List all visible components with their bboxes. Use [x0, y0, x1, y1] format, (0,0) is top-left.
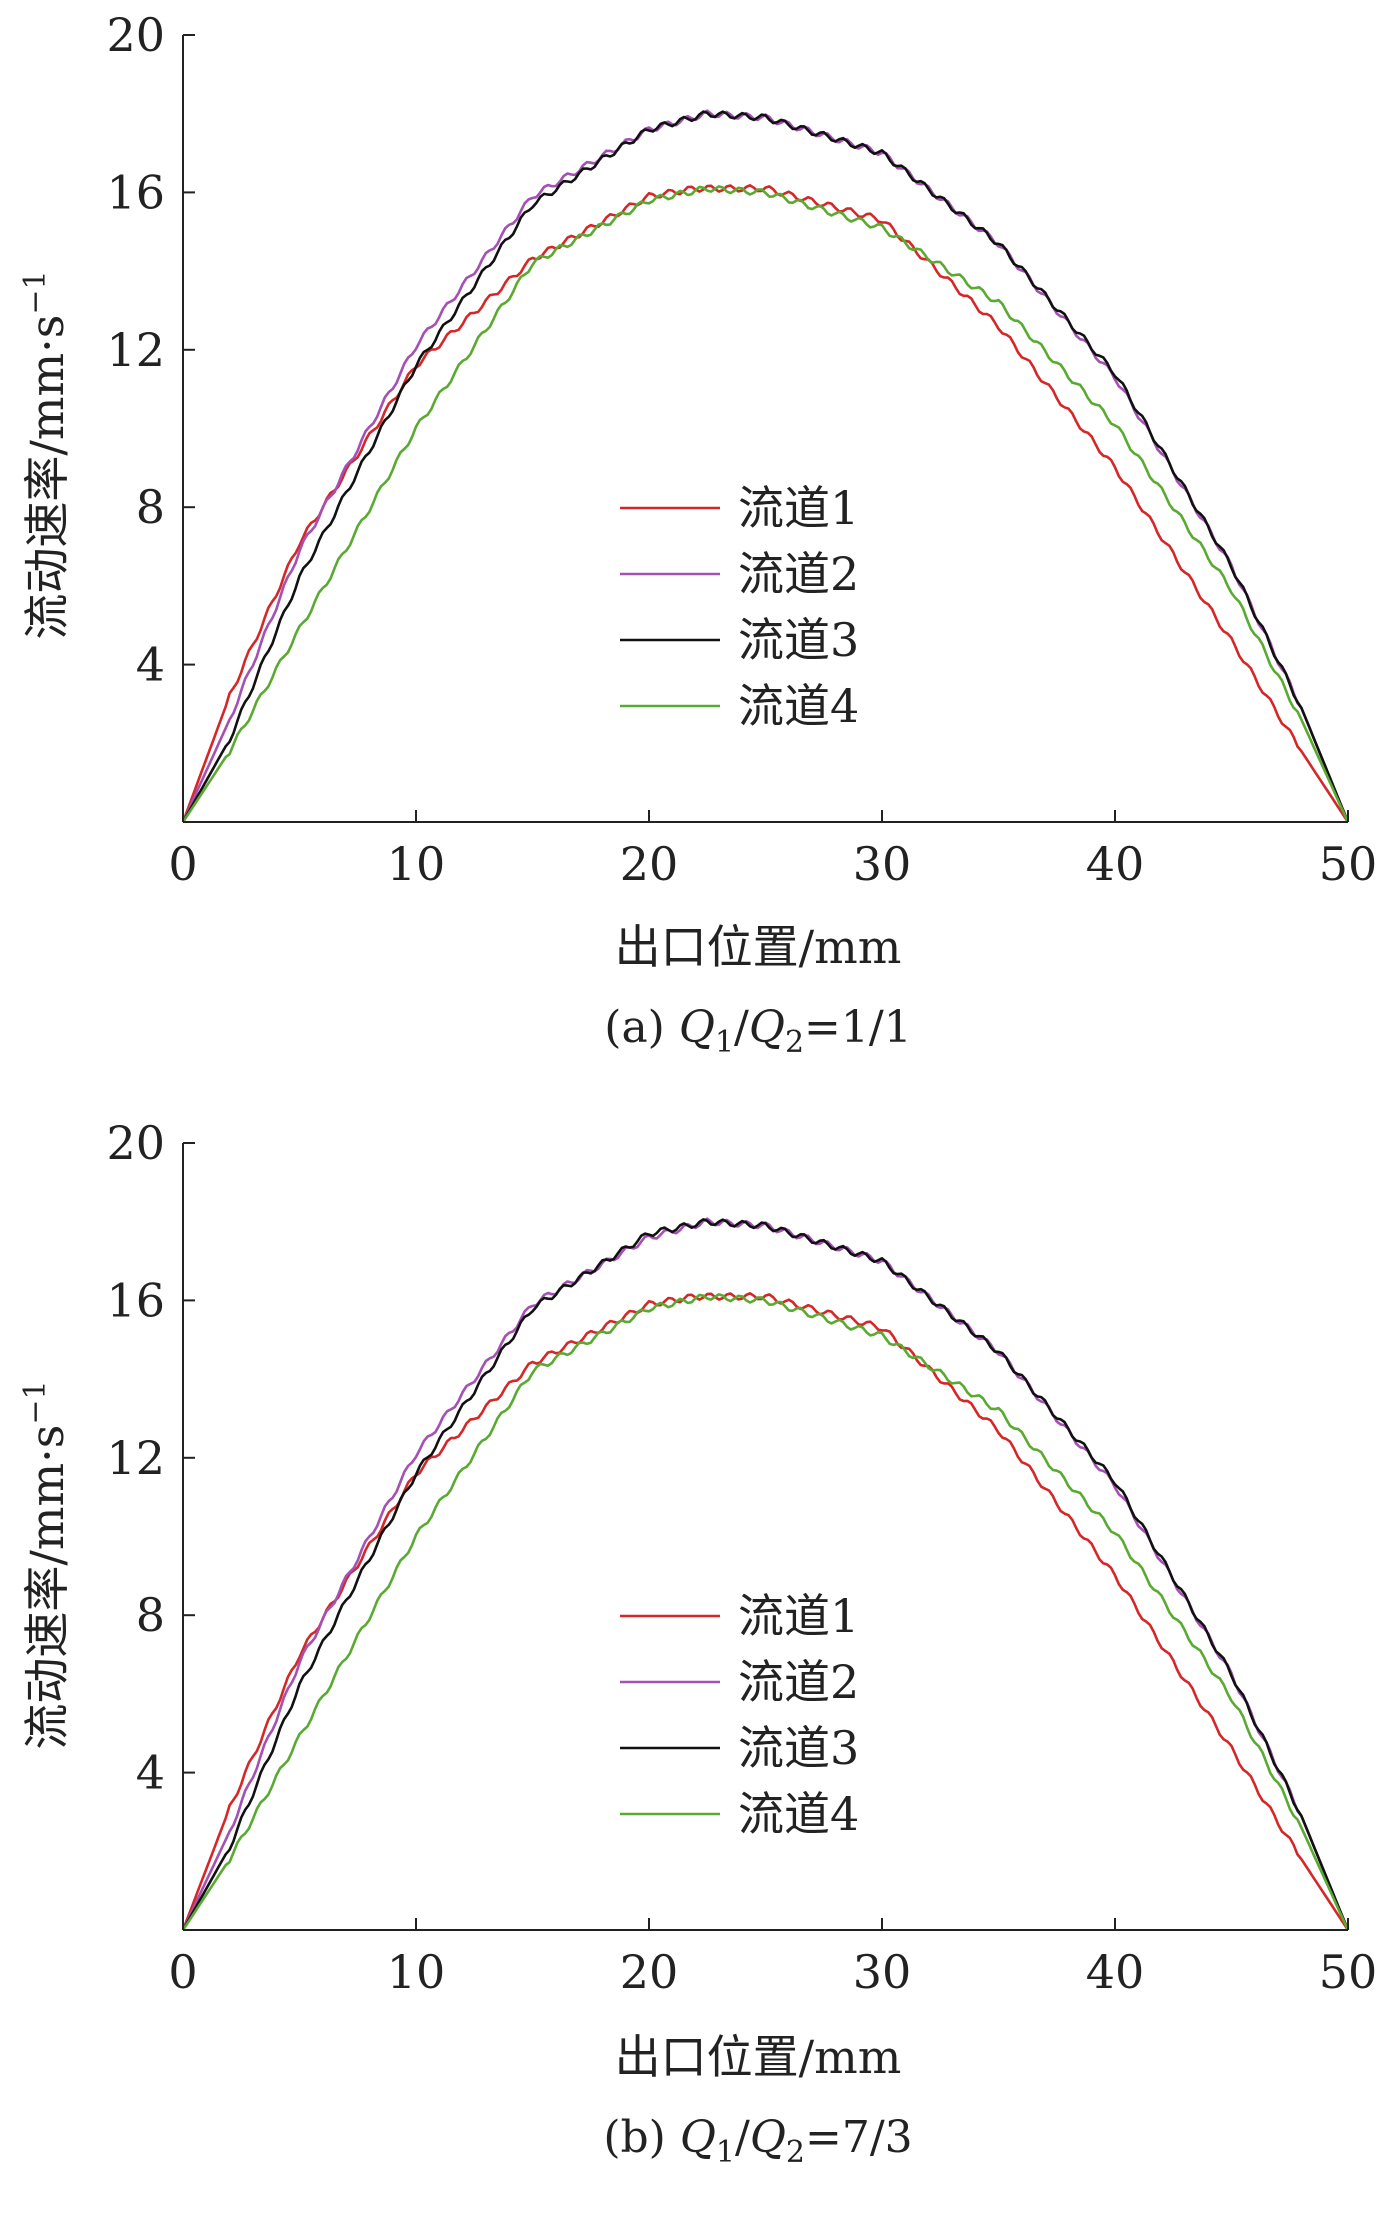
chart-b-caption-ratio: =7/3	[805, 2112, 913, 2163]
chart-a-caption-q2: Q	[749, 1002, 785, 1053]
chart-b-x-tick-label: 30	[853, 1945, 912, 1999]
chart-b-legend-label-3: 流道3	[738, 1721, 859, 1775]
chart-a-y-tick-label: 12	[106, 323, 165, 377]
chart-b-x-axis-label: 出口位置/mm	[615, 2030, 902, 2084]
chart-a-x-tick-label: 10	[387, 837, 446, 891]
chart-b-legend: 流道1 流道2 流道3 流道4	[620, 1589, 859, 1841]
chart-a-y-tick-label: 4	[136, 638, 165, 692]
chart-b-y-tick-label: 16	[106, 1273, 165, 1327]
chart-a-y-tick-label: 8	[136, 480, 165, 534]
chart-b-tick-labels: 0 10 20 30 40 50 4 8 12 16 20	[106, 1116, 1377, 1999]
chart-a-x-axis-label: 出口位置/mm	[615, 920, 902, 974]
chart-b-x-tick-label: 0	[168, 1945, 197, 1999]
chart-b-series-line-1	[181, 1292, 1350, 1931]
chart-a-series-lines	[181, 109, 1350, 823]
chart-b-series-line-4	[181, 1293, 1350, 1931]
chart-b-x-tick-label: 50	[1319, 1945, 1378, 1999]
chart-a-legend-label-3: 流道3	[738, 613, 859, 667]
chart-b-y-tick-label: 12	[106, 1431, 165, 1485]
chart-b-axes	[182, 1142, 1349, 1931]
chart-a-caption: (a) Q1/Q2=1/1	[604, 1002, 911, 1060]
chart-a-y-axis-label-exponent: −1	[18, 270, 53, 314]
chart-a-caption-slash: /	[734, 1002, 749, 1053]
chart-a-series-line-4	[181, 185, 1350, 823]
chart-a-x-tick-label: 0	[168, 837, 197, 891]
chart-a-legend: 流道1 流道2 流道3 流道4	[620, 481, 859, 733]
chart-b-legend-label-1: 流道1	[738, 1589, 859, 1643]
chart-b-y-tick-label: 8	[136, 1588, 165, 1642]
chart-a-tick-labels: 0 10 20 30 40 50 4 8 12 16 20	[106, 8, 1377, 891]
chart-a-caption-sub1: 1	[715, 1025, 734, 1060]
chart-b-caption-q1: Q	[680, 2112, 716, 2163]
chart-a-legend-label-1: 流道1	[738, 481, 859, 535]
chart-b-legend-label-4: 流道4	[738, 1787, 859, 1841]
chart-a-caption-ratio: =1/1	[804, 1002, 912, 1053]
chart-a-legend-label-2: 流道2	[738, 547, 859, 601]
chart-b-y-tick-label: 20	[106, 1116, 165, 1170]
chart-b-caption-slash: /	[735, 2112, 750, 2163]
chart-b-caption-sub1: 1	[716, 2135, 735, 2170]
chart-a-caption-q1: Q	[679, 1002, 715, 1053]
chart-a-legend-label-4: 流道4	[738, 679, 859, 733]
chart-a-series-line-1	[181, 184, 1350, 823]
chart-b-caption-prefix: (b)	[603, 2112, 666, 2163]
chart-b-caption: (b) Q1/Q2=7/3	[603, 2112, 912, 2170]
chart-b-caption-q2: Q	[750, 2112, 786, 2163]
chart-a-x-tick-label: 50	[1319, 837, 1378, 891]
chart-b-x-tick-label: 20	[620, 1945, 679, 1999]
chart-b-y-tick-label: 4	[136, 1746, 165, 1800]
chart-b-caption-sub2: 2	[786, 2135, 805, 2170]
chart-a-caption-prefix: (a)	[604, 1002, 665, 1053]
chart-b-legend-label-2: 流道2	[738, 1655, 859, 1709]
chart-a-y-tick-label: 16	[106, 165, 165, 219]
chart-a-y-axis-label-text: 流动速率/mm·s	[20, 315, 74, 640]
chart-b-x-tick-label: 10	[387, 1945, 446, 1999]
chart-b-series-lines	[181, 1217, 1350, 1931]
chart-b-y-axis-label-text: 流动速率/mm·s	[20, 1425, 74, 1750]
chart-a-series-line-3	[181, 110, 1350, 823]
chart-a-x-tick-label: 20	[620, 837, 679, 891]
chart-a-axes	[182, 34, 1349, 823]
chart-b-y-axis-label: 流动速率/mm·s−1	[18, 1380, 74, 1749]
chart-b-y-axis-label-exponent: −1	[18, 1380, 53, 1424]
chart-a-x-tick-label: 30	[853, 837, 912, 891]
chart-b-x-tick-label: 40	[1086, 1945, 1145, 1999]
chart-a-y-axis-label: 流动速率/mm·s−1	[18, 270, 74, 639]
chart-a-caption-sub2: 2	[785, 1025, 804, 1060]
chart-a-x-tick-label: 40	[1086, 837, 1145, 891]
chart-a-y-tick-label: 20	[106, 8, 165, 62]
chart-b-series-line-3	[181, 1218, 1350, 1931]
